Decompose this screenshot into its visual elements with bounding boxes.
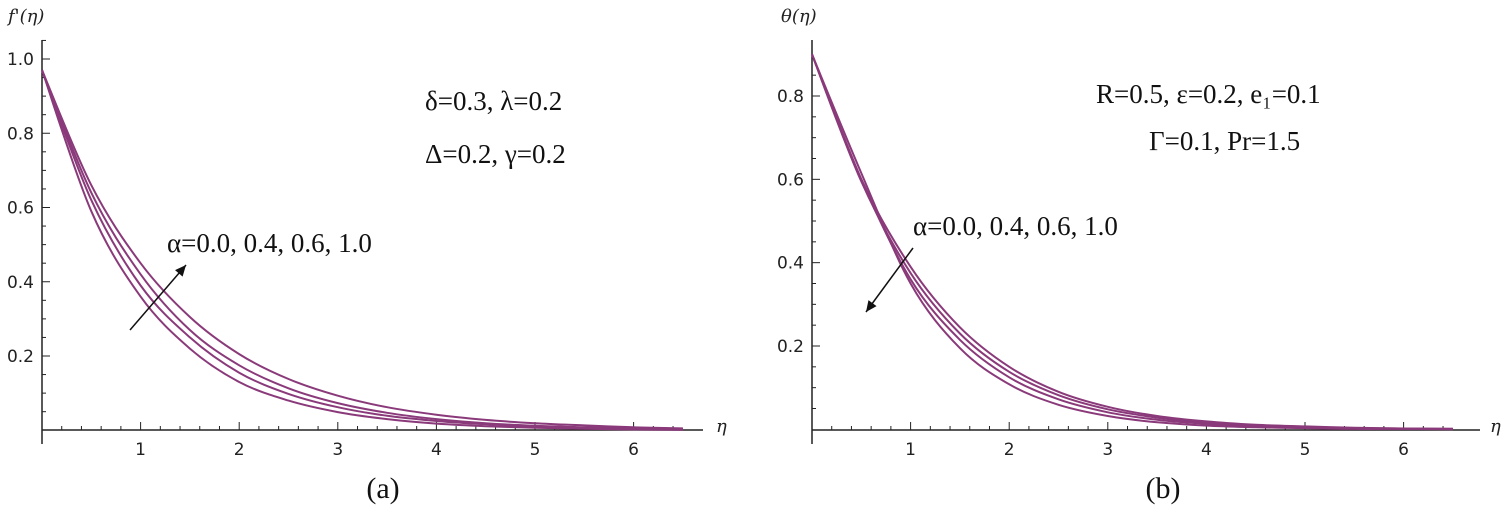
x-tick-label: 2 xyxy=(234,440,245,460)
series-line-2 xyxy=(811,53,1453,430)
parameter-annotation: R=0.5, ε=0.2, e₁=0.1 xyxy=(1096,79,1321,109)
series-line-1 xyxy=(811,53,1453,430)
y-tick-label: 0.6 xyxy=(777,170,804,190)
y-tick-label: 0.4 xyxy=(7,273,34,293)
x-tick-label: 3 xyxy=(332,440,343,460)
y-tick-label: 0.2 xyxy=(7,347,34,367)
parameter-annotation: Δ=0.2, γ=0.2 xyxy=(425,139,566,169)
trend-arrow xyxy=(129,264,187,331)
arrow-label: α=0.0, 0.4, 0.6, 1.0 xyxy=(167,228,372,258)
y-tick-label: 0.2 xyxy=(777,337,804,357)
y-tick-label: 1.0 xyxy=(7,50,34,70)
arrow-label: α=0.0, 0.4, 0.6, 1.0 xyxy=(913,211,1118,241)
series-line-4 xyxy=(811,53,1453,431)
x-tick-label: 6 xyxy=(628,440,639,460)
panel-b-plot: 1 2 3 4 5 6 0.2 0.4 0.6 0.8 θ(η) η R=0.5, ε=0.2, e₁=… xyxy=(777,6,1501,505)
y-tick-label: 0.8 xyxy=(777,87,804,107)
y-axis-label: θ(η) xyxy=(781,6,817,27)
panel-caption: (a) xyxy=(366,472,399,505)
parameter-annotation: δ=0.3, λ=0.2 xyxy=(425,86,562,116)
series-line-4 xyxy=(41,69,683,430)
series-line-3 xyxy=(41,69,683,431)
x-tick-label: 6 xyxy=(1398,440,1409,460)
x-tick-label: 3 xyxy=(1102,440,1113,460)
x-tick-label: 1 xyxy=(135,440,146,460)
x-axis-label: η xyxy=(1490,416,1501,437)
arrow-head-icon xyxy=(175,265,186,277)
x-tick-label: 1 xyxy=(905,440,916,460)
y-tick-label: 0.8 xyxy=(7,124,34,144)
panel-caption: (b) xyxy=(1146,472,1181,505)
parameter-annotation: Γ=0.1, Pr=1.5 xyxy=(1149,126,1300,156)
x-tick-label: 4 xyxy=(431,440,442,460)
arrow-head-icon xyxy=(866,300,877,312)
x-tick-label: 5 xyxy=(530,440,541,460)
x-axis-label: η xyxy=(716,416,727,437)
trend-arrow xyxy=(865,247,914,313)
series-line-3 xyxy=(811,53,1453,430)
y-tick-label: 0.6 xyxy=(7,199,34,219)
y-axis-label: f'(η) xyxy=(6,6,44,27)
x-tick-label: 2 xyxy=(1004,440,1015,460)
panel-a-plot: 1 2 3 4 5 6 0.2 0.4 0.6 0.8 1.0 f'(η) η δ=0.3, λ=0.2 Δ… xyxy=(6,6,727,505)
y-tick-label: 0.4 xyxy=(777,254,804,274)
x-tick-label: 5 xyxy=(1300,440,1311,460)
x-tick-label: 4 xyxy=(1201,440,1212,460)
